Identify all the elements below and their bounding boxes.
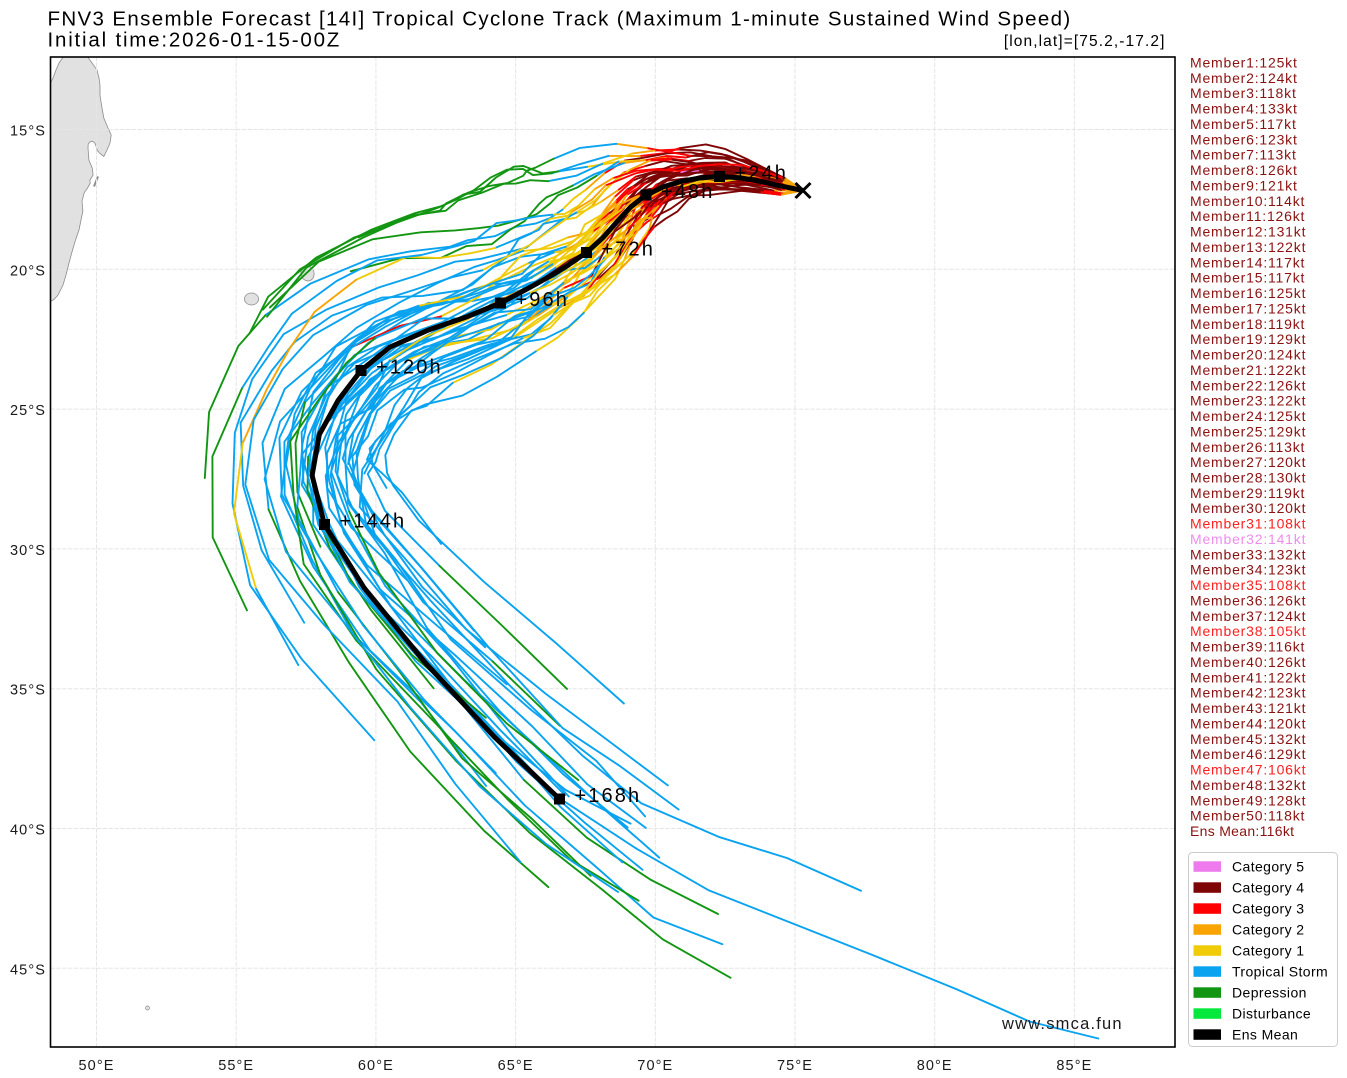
svg-text:Member6:123kt: Member6:123kt	[1190, 131, 1298, 147]
svg-text:+96h: +96h	[516, 289, 569, 311]
svg-text:Ens Mean:116kt: Ens Mean:116kt	[1190, 823, 1294, 839]
svg-text:Member26:113kt: Member26:113kt	[1190, 439, 1305, 455]
svg-text:Member46:129kt: Member46:129kt	[1190, 746, 1306, 762]
svg-text:Depression: Depression	[1232, 985, 1307, 1001]
svg-text:Member40:126kt: Member40:126kt	[1190, 654, 1306, 670]
svg-text:Tropical Storm: Tropical Storm	[1232, 964, 1328, 980]
svg-text:35°S: 35°S	[10, 683, 46, 699]
svg-text:Member1:125kt: Member1:125kt	[1190, 55, 1298, 71]
svg-text:Member34:123kt: Member34:123kt	[1190, 562, 1306, 578]
svg-text:Member10:114kt: Member10:114kt	[1190, 193, 1305, 209]
svg-text:Member12:131kt: Member12:131kt	[1190, 224, 1306, 240]
svg-text:Member7:113kt: Member7:113kt	[1190, 147, 1297, 163]
svg-text:FNV3 Ensemble Forecast [14I] T: FNV3 Ensemble Forecast [14I] Tropical Cy…	[48, 8, 1072, 31]
svg-text:Member35:108kt: Member35:108kt	[1190, 577, 1306, 593]
svg-text:Member19:129kt: Member19:129kt	[1190, 331, 1306, 347]
svg-text:Member29:119kt: Member29:119kt	[1190, 485, 1305, 501]
svg-text:55°E: 55°E	[218, 1058, 254, 1074]
svg-text:Ens Mean: Ens Mean	[1232, 1027, 1298, 1043]
svg-text:Member5:117kt: Member5:117kt	[1190, 116, 1297, 132]
svg-text:Member39:116kt: Member39:116kt	[1190, 639, 1305, 655]
svg-text:Category 3: Category 3	[1232, 901, 1304, 917]
svg-text:Member27:120kt: Member27:120kt	[1190, 454, 1306, 470]
svg-text:Member23:122kt: Member23:122kt	[1190, 393, 1306, 409]
svg-text:15°S: 15°S	[10, 124, 46, 140]
svg-text:Member44:120kt: Member44:120kt	[1190, 715, 1306, 731]
svg-text:Member13:122kt: Member13:122kt	[1190, 239, 1306, 255]
svg-text:Member32:141kt: Member32:141kt	[1190, 531, 1306, 547]
svg-text:20°S: 20°S	[10, 263, 46, 279]
svg-text:Member18:119kt: Member18:119kt	[1190, 316, 1305, 332]
svg-text:25°S: 25°S	[10, 403, 46, 419]
svg-text:30°S: 30°S	[10, 543, 46, 559]
svg-text:Category 5: Category 5	[1232, 859, 1304, 875]
svg-text:Member41:122kt: Member41:122kt	[1190, 669, 1306, 685]
svg-text:Member50:118kt: Member50:118kt	[1190, 808, 1305, 824]
svg-text:Member2:124kt: Member2:124kt	[1190, 70, 1298, 86]
svg-text:Member31:108kt: Member31:108kt	[1190, 516, 1306, 532]
svg-text:+168h: +168h	[575, 785, 642, 807]
svg-text:Member15:117kt: Member15:117kt	[1190, 270, 1305, 286]
svg-text:65°E: 65°E	[498, 1058, 534, 1074]
svg-text:80°E: 80°E	[917, 1058, 953, 1074]
svg-text:Member43:121kt: Member43:121kt	[1190, 700, 1306, 716]
svg-text:Member9:121kt: Member9:121kt	[1190, 178, 1298, 194]
svg-text:+144h: +144h	[340, 511, 407, 533]
svg-text:Member37:124kt: Member37:124kt	[1190, 608, 1306, 624]
svg-text:45°S: 45°S	[10, 962, 46, 978]
svg-text:Member25:129kt: Member25:129kt	[1190, 423, 1306, 439]
svg-text:Member42:123kt: Member42:123kt	[1190, 685, 1306, 701]
svg-text:Member22:126kt: Member22:126kt	[1190, 377, 1306, 393]
svg-text:85°E: 85°E	[1056, 1058, 1092, 1074]
svg-text:Member28:130kt: Member28:130kt	[1190, 470, 1306, 486]
svg-text:Member14:117kt: Member14:117kt	[1190, 254, 1305, 270]
svg-text:Disturbance: Disturbance	[1232, 1006, 1311, 1022]
svg-text:[lon,lat]=[75.2,-17.2]: [lon,lat]=[75.2,-17.2]	[1004, 33, 1166, 50]
svg-text:Member8:126kt: Member8:126kt	[1190, 162, 1298, 178]
svg-text:75°E: 75°E	[777, 1058, 813, 1074]
svg-text:Member24:125kt: Member24:125kt	[1190, 408, 1306, 424]
svg-text:60°E: 60°E	[358, 1058, 394, 1074]
svg-text:www.smca.fun: www.smca.fun	[1001, 1015, 1123, 1033]
svg-text:Member11:126kt: Member11:126kt	[1190, 208, 1305, 224]
svg-text:Member48:132kt: Member48:132kt	[1190, 777, 1306, 793]
svg-text:Member3:118kt: Member3:118kt	[1190, 85, 1297, 101]
svg-text:Category 1: Category 1	[1232, 943, 1304, 959]
svg-text:+48h: +48h	[661, 181, 714, 203]
svg-text:Initial time:2026-01-15-00Z: Initial time:2026-01-15-00Z	[48, 29, 342, 52]
svg-text:50°E: 50°E	[79, 1058, 115, 1074]
svg-text:+120h: +120h	[376, 357, 443, 379]
svg-text:Member45:132kt: Member45:132kt	[1190, 731, 1306, 747]
svg-text:Member47:106kt: Member47:106kt	[1190, 762, 1306, 778]
svg-text:Member49:128kt: Member49:128kt	[1190, 792, 1306, 808]
svg-text:Member17:125kt: Member17:125kt	[1190, 300, 1306, 316]
svg-text:+24h: +24h	[735, 163, 788, 185]
svg-text:Member36:126kt: Member36:126kt	[1190, 593, 1306, 609]
svg-text:Member20:124kt: Member20:124kt	[1190, 347, 1306, 363]
svg-text:+72h: +72h	[602, 239, 655, 261]
svg-text:Member30:120kt: Member30:120kt	[1190, 500, 1306, 516]
svg-text:Member16:125kt: Member16:125kt	[1190, 285, 1306, 301]
svg-text:70°E: 70°E	[637, 1058, 673, 1074]
svg-text:Category 2: Category 2	[1232, 922, 1304, 938]
svg-text:40°S: 40°S	[10, 823, 46, 839]
svg-text:Member38:105kt: Member38:105kt	[1190, 623, 1306, 639]
svg-text:Member4:133kt: Member4:133kt	[1190, 101, 1298, 117]
svg-text:Category 4: Category 4	[1232, 880, 1304, 896]
svg-text:Member21:122kt: Member21:122kt	[1190, 362, 1306, 378]
svg-text:Member33:132kt: Member33:132kt	[1190, 546, 1306, 562]
